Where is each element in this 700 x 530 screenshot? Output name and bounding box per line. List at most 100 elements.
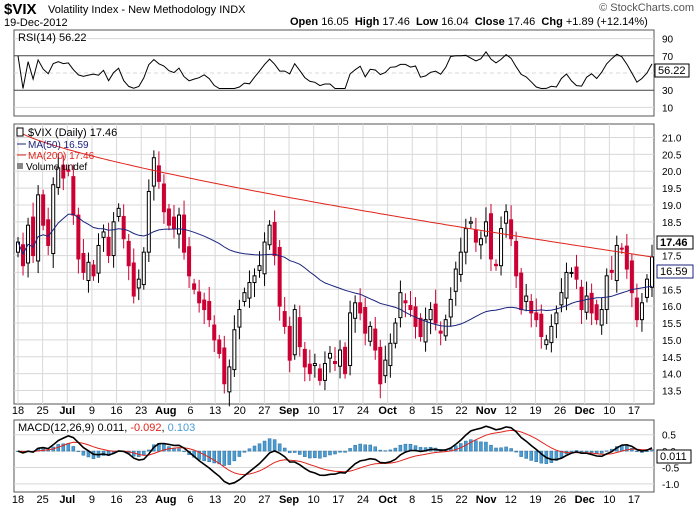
chg-value: +1.89 (+12.14%) xyxy=(565,16,648,28)
candle-body xyxy=(373,328,378,351)
macd-histogram-bar xyxy=(604,450,609,452)
candle-body xyxy=(156,165,161,182)
candle-body xyxy=(207,300,212,321)
macd-histogram-bar xyxy=(298,450,302,455)
macd-histogram-bar xyxy=(232,450,237,462)
candle-body xyxy=(569,271,574,274)
candle-body xyxy=(161,183,166,213)
macd-histogram-bar xyxy=(81,450,86,456)
x-axis-label: Dec xyxy=(575,494,595,506)
macd-histogram-bar xyxy=(318,450,322,459)
macd-histogram-bar xyxy=(519,450,523,457)
macd-label-signal: -0.092 xyxy=(130,422,161,434)
macd-histogram-bar xyxy=(353,445,357,452)
candle-body xyxy=(529,300,534,314)
candle-body xyxy=(187,246,192,277)
legend-main: $VIX (Daily) 17.46 xyxy=(28,127,117,139)
price-legend: $VIX (Daily) 17.46 MA(50) 16.59 MA(200) … xyxy=(16,127,117,173)
candle-body xyxy=(393,322,398,344)
candle-body xyxy=(614,244,619,282)
x-axis-label: Aug xyxy=(155,405,176,417)
candle-body xyxy=(66,169,71,172)
macd-histogram-bar xyxy=(182,450,186,452)
macd-histogram-bar xyxy=(368,444,372,452)
candle-body xyxy=(438,330,443,334)
x-axis-label: 25 xyxy=(37,405,49,417)
candle-body xyxy=(574,266,579,280)
candle-body xyxy=(252,275,257,284)
macd-histogram-bar xyxy=(252,445,257,452)
symbol-title: $VIX xyxy=(4,1,37,18)
macd-histogram-bar xyxy=(172,448,176,452)
candle-body xyxy=(292,309,297,356)
candle-body xyxy=(383,359,388,377)
price-tick-label: 20.5 xyxy=(662,150,682,161)
rsi-tick-label: 90 xyxy=(662,35,674,46)
macd-histogram-bar xyxy=(383,450,388,452)
macd-histogram-bar xyxy=(554,450,559,461)
macd-histogram-bar xyxy=(328,450,332,456)
macd-histogram-bar xyxy=(645,450,649,452)
candle-body xyxy=(343,346,348,375)
price-tick-label: 14.0 xyxy=(662,370,682,381)
candle-body xyxy=(101,231,106,238)
x-axis-label: 10 xyxy=(603,494,615,506)
candle-body xyxy=(282,311,287,327)
x-axis-label: 10 xyxy=(603,405,615,417)
macd-histogram-bar xyxy=(212,450,216,464)
price-tick-label: 20.0 xyxy=(662,167,682,178)
candle-body xyxy=(594,304,599,321)
candle-body xyxy=(222,347,227,385)
candle-body xyxy=(141,251,146,286)
price-tick-label: 17.5 xyxy=(662,252,682,263)
candle-body xyxy=(262,241,267,275)
candle-body xyxy=(609,269,614,273)
macd-histogram-bar xyxy=(338,450,342,453)
price-tick-label: 16.5 xyxy=(662,285,682,296)
rsi-current-box xyxy=(654,63,690,78)
candle-body xyxy=(348,312,353,367)
macd-label-hist: 0.103 xyxy=(168,422,196,434)
chg-label: Chg xyxy=(541,16,563,28)
x-axis-label: Jul xyxy=(59,494,75,506)
candle-body xyxy=(307,363,312,375)
x-axis-label: 9 xyxy=(89,494,95,506)
rsi-panel xyxy=(13,29,655,117)
x-axis-label: 12 xyxy=(505,405,517,417)
candle-body xyxy=(644,278,649,298)
x-axis-label: 6 xyxy=(187,494,193,506)
candle-body xyxy=(31,216,36,257)
x-axis-bottom: 18 25 Jul 9 16 23 Aug 6 13 20 27 Sep 10 17 24 Oct 8 15 22 N… xyxy=(12,494,640,506)
legend-candle-swatch xyxy=(16,127,24,137)
macd-histogram-bar xyxy=(549,450,554,463)
candle-body xyxy=(15,241,21,253)
x-axis-label: 10 xyxy=(308,405,320,417)
price-tick-label: 15.5 xyxy=(662,319,682,330)
candle-body xyxy=(227,366,232,393)
candle-body xyxy=(146,190,151,253)
rsi-tick-label: 10 xyxy=(662,103,674,114)
rsi-current-value: 56.22 xyxy=(658,65,686,77)
x-axis-label: 10 xyxy=(308,494,320,506)
x-axis-top: 18 25 Jul 9 16 23 Aug 6 13 20 27 Sep 10 17 24 Oct 8 15 22 N… xyxy=(12,405,640,417)
candle-body xyxy=(126,240,131,267)
candle-body xyxy=(453,268,458,292)
candle-body xyxy=(649,256,655,288)
candle-body xyxy=(192,283,197,290)
candle-body xyxy=(51,184,56,255)
macd-line xyxy=(17,425,653,485)
x-axis-label: 17 xyxy=(628,405,640,417)
candle-body xyxy=(564,271,569,299)
x-axis-label: 20 xyxy=(234,405,246,417)
candle-body xyxy=(473,229,478,243)
candle-body xyxy=(232,329,237,371)
candle-body xyxy=(242,292,247,302)
macd-histogram-bar xyxy=(343,450,347,453)
x-axis-label: 16 xyxy=(110,405,122,417)
candle-body xyxy=(287,325,292,361)
open-label: Open xyxy=(290,16,319,28)
candle-body xyxy=(448,298,453,318)
x-axis-label: 9 xyxy=(89,405,95,417)
candle-body xyxy=(46,219,51,246)
candle-body xyxy=(182,214,187,253)
